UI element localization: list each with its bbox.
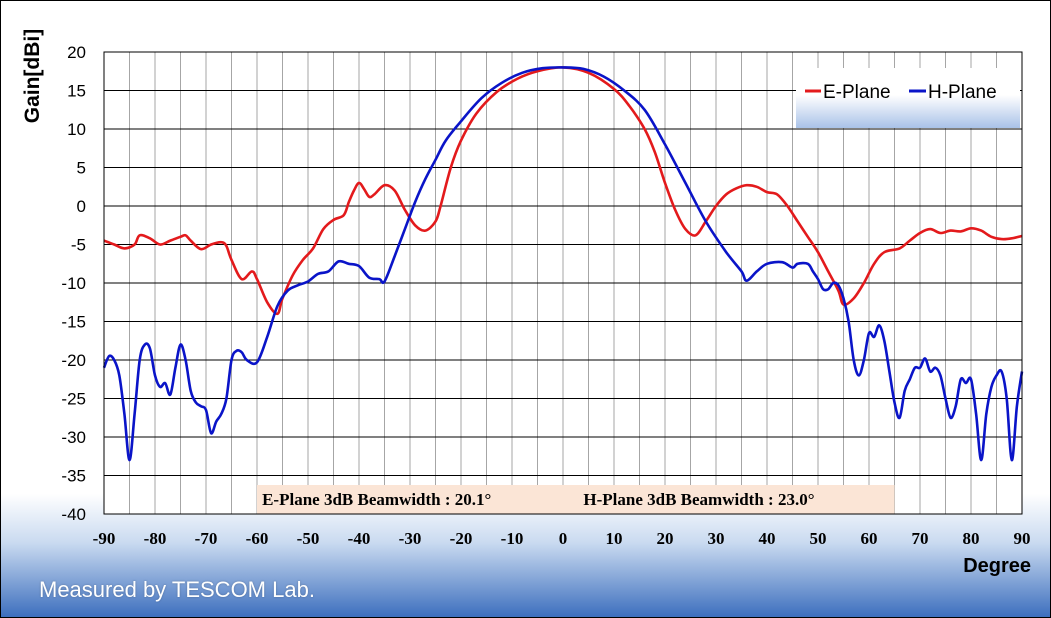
footer-credit: Measured by TESCOM Lab. (39, 577, 315, 602)
y-tick-label: -30 (61, 428, 86, 447)
x-tick-label: -10 (501, 529, 524, 548)
x-tick-label: 50 (810, 529, 827, 548)
legend-h-plane-label: H-Plane (928, 82, 997, 103)
h-plane-beamwidth-text: H-Plane 3dB Beamwidth : 23.0° (583, 490, 814, 509)
y-tick-label: -25 (61, 390, 86, 409)
y-tick-label: 10 (67, 120, 86, 139)
x-tick-label: 20 (657, 529, 674, 548)
plot-border (103, 51, 1023, 515)
x-axis-label: Degree (963, 555, 1031, 577)
y-axis-label: Gain[dBi] (21, 29, 44, 124)
legend: E-Plane H-Plane (796, 68, 1020, 128)
h-plane-series-line (102, 66, 1024, 462)
x-tick-label: 40 (759, 529, 776, 548)
x-tick-label: 70 (912, 529, 929, 548)
x-tick-label: -50 (297, 529, 320, 548)
x-tick-label: -80 (144, 529, 167, 548)
beamwidth-annotation: E-Plane 3dB Beamwidth : 20.1° H-Plane 3d… (257, 485, 895, 514)
y-tick-label: 0 (77, 197, 86, 216)
series-lines (102, 66, 1024, 462)
y-tick-labels: 20 15 10 5 0 -5 -10 -15 -20 -25 -30 -35 -40 (61, 43, 86, 524)
x-tick-label: -70 (195, 529, 218, 548)
y-tick-label: -5 (71, 236, 86, 255)
x-tick-label: 0 (559, 529, 568, 548)
y-tick-label: -15 (61, 313, 86, 332)
y-tick-label: 5 (77, 159, 86, 178)
legend-box (796, 68, 1020, 128)
x-tick-label: -60 (246, 529, 269, 548)
y-tick-label: -20 (61, 351, 86, 370)
x-tick-label: -40 (348, 529, 371, 548)
y-tick-label: 20 (67, 43, 86, 62)
x-tick-label: -30 (399, 529, 422, 548)
y-tick-label: -35 (61, 467, 86, 486)
legend-e-plane-label: E-Plane (823, 82, 891, 103)
x-tick-labels: -90 -80 -70 -60 -50 -40 -30 -20 -10 0 10 20 30 40 50 60… (93, 529, 1031, 548)
e-plane-beamwidth-text: E-Plane 3dB Beamwidth : 20.1° (262, 490, 491, 509)
x-tick-label: 30 (708, 529, 725, 548)
y-tick-label: -10 (61, 274, 86, 293)
x-tick-label: -90 (93, 529, 116, 548)
y-tick-label: -40 (61, 505, 86, 524)
y-tick-label: 15 (67, 82, 86, 101)
x-tick-label: 10 (606, 529, 623, 548)
x-tick-label: 80 (963, 529, 980, 548)
x-tick-label: 90 (1014, 529, 1031, 548)
beamwidth-annotation-background (257, 485, 895, 514)
e-plane-series-line (103, 66, 1023, 316)
x-tick-label: 60 (861, 529, 878, 548)
x-tick-label: -20 (450, 529, 473, 548)
